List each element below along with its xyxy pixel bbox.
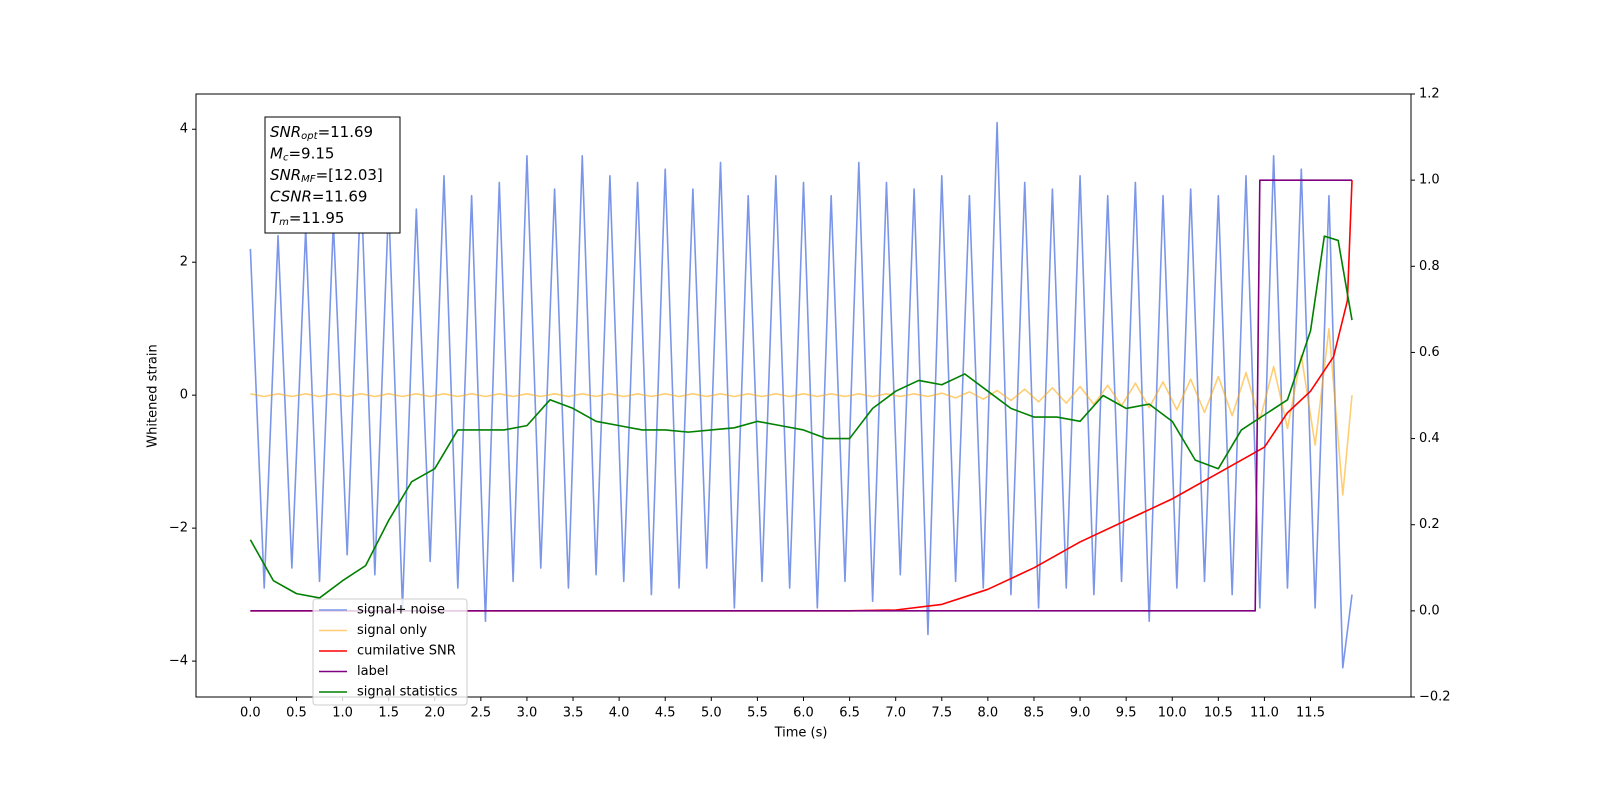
x-tick-label: 2.0 — [424, 706, 445, 721]
annotation-subscript: opt — [301, 131, 318, 142]
y2-tick-label: 0.2 — [1419, 517, 1440, 532]
annotation-symbol: CSNR — [270, 187, 312, 205]
y2-tick-label: 1.2 — [1419, 87, 1440, 102]
annotation-box — [264, 116, 401, 234]
y-tick-label: 0 — [180, 388, 188, 403]
annotation-value: =11.69 — [318, 123, 374, 141]
series-line — [250, 179, 1352, 612]
y2-tick-label: 0.8 — [1419, 259, 1440, 274]
x-tick-label: 10.0 — [1158, 706, 1187, 721]
x-tick-label: 11.5 — [1296, 706, 1325, 721]
legend-label: label — [357, 664, 388, 679]
x-tick-label: 10.5 — [1204, 706, 1233, 721]
x-tick-label: 3.5 — [563, 706, 584, 721]
legend-label: signal statistics — [357, 685, 458, 700]
annotation-symbol: M — [270, 144, 283, 162]
series-line — [250, 327, 1353, 496]
x-tick-label: 0.5 — [286, 706, 307, 721]
annotation-symbol: T — [270, 209, 281, 227]
x-axis-label: Time (s) — [774, 726, 828, 741]
x-tick-label: 4.0 — [609, 706, 630, 721]
annotation-value: =11.69 — [312, 187, 368, 205]
legend-label: signal+ noise — [357, 603, 445, 618]
annotation: SNRopt=11.69 — [270, 123, 373, 143]
x-tick-label: 6.5 — [839, 706, 860, 721]
legend-box — [312, 598, 468, 706]
series-line — [249, 235, 1353, 599]
x-tick-label: 4.5 — [655, 706, 676, 721]
x-tick-label: 11.0 — [1250, 706, 1279, 721]
annotation-symbol: SNR — [270, 123, 301, 141]
x-tick-label: 7.0 — [885, 706, 906, 721]
legend-label: signal only — [357, 623, 427, 638]
x-tick-label: 6.0 — [793, 706, 814, 721]
y-tick-label: 2 — [180, 255, 188, 270]
y2-tick-label: 1.0 — [1419, 173, 1440, 188]
x-tick-label: 3.0 — [517, 706, 538, 721]
y-tick-label: −4 — [169, 654, 188, 669]
annotation-symbol: SNR — [270, 166, 301, 184]
y2-tick-label: −0.2 — [1419, 690, 1451, 705]
x-tick-label: 2.5 — [471, 706, 492, 721]
x-tick-label: 8.0 — [978, 706, 999, 721]
annotation: Tm=11.95 — [270, 209, 344, 229]
x-tick-label: 7.5 — [931, 706, 952, 721]
series-line — [249, 121, 1353, 669]
x-tick-label: 1.0 — [332, 706, 353, 721]
annotation: Mc=9.15 — [270, 144, 334, 164]
annotation-value: =[12.03] — [316, 166, 383, 184]
x-tick-label: 5.0 — [701, 706, 722, 721]
annotation-subscript: c — [283, 153, 289, 164]
x-tick-label: 8.5 — [1024, 706, 1045, 721]
annotation-value: =9.15 — [288, 144, 334, 162]
annotation: SNRMF=[12.03] — [270, 166, 383, 186]
y-tick-label: −2 — [169, 521, 188, 536]
y2-tick-label: 0.0 — [1419, 603, 1440, 618]
x-tick-label: 9.5 — [1116, 706, 1137, 721]
annotation: CSNR=11.69 — [270, 187, 367, 205]
legend-label: cumilative SNR — [357, 644, 456, 659]
annotation-subscript: m — [279, 217, 289, 228]
y-axis-label: Whitened strain — [146, 344, 161, 447]
x-tick-label: 9.0 — [1070, 706, 1091, 721]
y2-tick-label: 0.4 — [1419, 431, 1440, 446]
x-tick-label: 1.5 — [378, 706, 399, 721]
annotation-subscript: MF — [301, 174, 316, 185]
annotation-value: =11.95 — [289, 209, 345, 227]
y2-tick-label: 0.6 — [1419, 345, 1440, 360]
y-tick-label: 4 — [180, 122, 188, 137]
x-tick-label: 5.5 — [747, 706, 768, 721]
x-tick-label: 0.0 — [240, 706, 261, 721]
series-line — [250, 180, 1353, 612]
